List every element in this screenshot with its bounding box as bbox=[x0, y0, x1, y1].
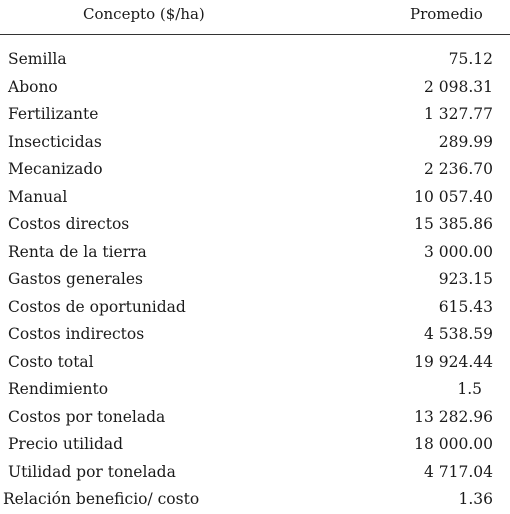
row-value: 13 282.96 bbox=[414, 407, 493, 426]
row-label: Insecticidas bbox=[8, 132, 102, 151]
table-row: Costos indirectos 4 538.59 bbox=[0, 321, 510, 349]
row-value: 4 538.59 bbox=[423, 325, 493, 343]
row-label: Costos por tonelada bbox=[8, 407, 166, 426]
row-value: 2 236.70 bbox=[423, 160, 493, 178]
row-label: Mecanizado bbox=[8, 160, 103, 178]
row-label: Costos de oportunidad bbox=[8, 297, 186, 316]
table-row: Costos directos 15 385.86 bbox=[0, 211, 510, 239]
table-row: Manual 10 057.40 bbox=[0, 184, 510, 212]
row-label: Renta de la tierra bbox=[8, 242, 147, 261]
row-value: 15 385.86 bbox=[414, 215, 493, 233]
table-row: Relación beneficio/ costo 1.36 bbox=[0, 486, 510, 514]
table-row: Rendimiento 1.5 bbox=[0, 376, 510, 404]
table-row: Mecanizado 2 236.70 bbox=[0, 156, 510, 184]
table-row: Costos por tonelada 13 282.96 bbox=[0, 404, 510, 432]
row-label: Manual bbox=[8, 187, 68, 206]
row-value: 4 717.04 bbox=[423, 462, 493, 481]
table-row: Renta de la tierra 3 000.00 bbox=[0, 239, 510, 267]
table-row: Utilidad por tonelada 4 717.04 bbox=[0, 459, 510, 487]
row-value: 3 000.00 bbox=[423, 242, 493, 261]
row-label: Fertilizante bbox=[8, 105, 99, 123]
table-row: Gastos generales 923.15 bbox=[0, 266, 510, 294]
table-row: Precio utilidad 18 000.00 bbox=[0, 431, 510, 459]
row-label: Costos indirectos bbox=[8, 325, 145, 343]
row-value: 10 057.40 bbox=[414, 187, 493, 206]
table-row: Costos de oportunidad 615.43 bbox=[0, 294, 510, 322]
row-label: Abono bbox=[8, 77, 58, 96]
row-value: 2 098.31 bbox=[423, 77, 493, 96]
row-value: 1 327.77 bbox=[423, 105, 493, 123]
row-value: 923.15 bbox=[438, 270, 493, 288]
table-row: Fertilizante 1 327.77 bbox=[0, 101, 510, 129]
row-label: Precio utilidad bbox=[8, 435, 124, 453]
row-label: Relación beneficio/ costo bbox=[3, 490, 200, 508]
row-value: 1.5 bbox=[457, 380, 482, 398]
row-value: 18 000.00 bbox=[414, 435, 493, 453]
row-value: 19 924.44 bbox=[414, 352, 493, 371]
row-value: 289.99 bbox=[438, 132, 493, 151]
header-concept: Concepto ($/ha) bbox=[83, 5, 205, 23]
table-body: Semilla 75.12 Abono 2 098.31 Fertilizant… bbox=[0, 46, 510, 514]
row-label: Costos directos bbox=[8, 215, 130, 233]
table-row: Abono 2 098.31 bbox=[0, 74, 510, 102]
header-average: Promedio bbox=[410, 5, 483, 23]
table-row: Semilla 75.12 bbox=[0, 46, 510, 74]
table-row: Insecticidas 289.99 bbox=[0, 129, 510, 157]
row-value: 615.43 bbox=[438, 297, 493, 316]
table-header: Concepto ($/ha) Promedio bbox=[0, 0, 510, 35]
table-row: Costo total 19 924.44 bbox=[0, 349, 510, 377]
row-label: Semilla bbox=[8, 50, 67, 68]
row-value: 75.12 bbox=[448, 50, 493, 68]
row-value: 1.36 bbox=[458, 490, 493, 508]
row-label: Costo total bbox=[8, 352, 94, 371]
row-label: Rendimiento bbox=[8, 380, 109, 398]
row-label: Gastos generales bbox=[8, 270, 144, 288]
row-label: Utilidad por tonelada bbox=[8, 462, 176, 481]
